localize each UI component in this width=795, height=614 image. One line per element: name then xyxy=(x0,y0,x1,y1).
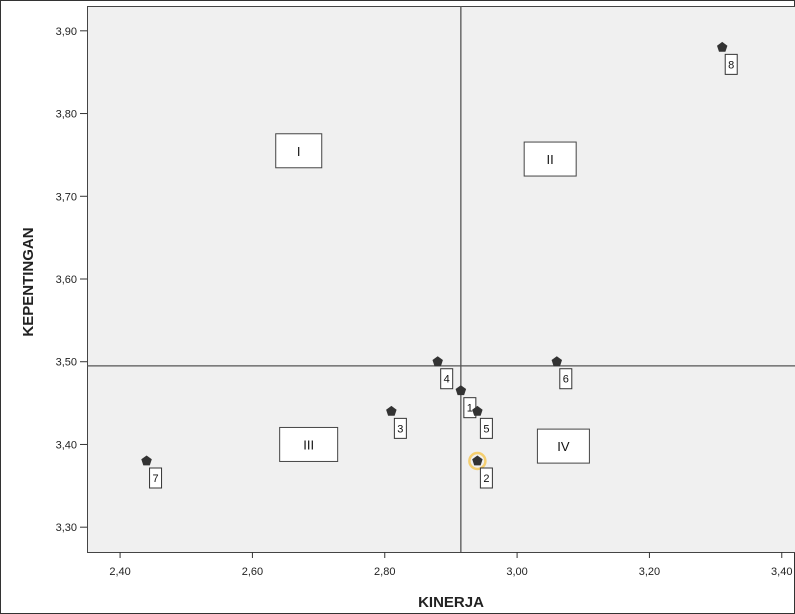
quadrant-label-text: IV xyxy=(557,439,570,454)
data-point: 7 xyxy=(141,455,163,489)
point-label: 7 xyxy=(152,473,158,485)
quadrant-label-box xyxy=(279,426,339,462)
quadrant-label: III xyxy=(279,426,339,462)
quadrant-label: I xyxy=(275,133,323,169)
x-tick-label: 3,20 xyxy=(639,566,660,578)
data-points: 1 2 3 4 5 6 7 8 xyxy=(141,41,738,489)
quadrant-label-text: II xyxy=(547,152,554,167)
point-marker xyxy=(551,356,562,367)
quadrant-label-text: I xyxy=(297,144,301,159)
point-label: 6 xyxy=(563,374,569,386)
x-tick-label: 3,40 xyxy=(771,566,792,578)
x-axis-title: KINERJA xyxy=(418,594,484,611)
point-label-box xyxy=(479,417,493,439)
quadrant-label-box xyxy=(536,428,590,464)
point-label: 8 xyxy=(728,59,734,71)
y-axis: 3,30 3,40 3,50 3,60 3,70 3,80 3,90 xyxy=(56,26,87,534)
x-tick-label: 2,60 xyxy=(242,566,263,578)
data-point: 5 xyxy=(472,405,493,439)
point-label: 5 xyxy=(483,423,489,435)
y-tick-label: 3,90 xyxy=(56,26,77,38)
x-tick-label: 2,80 xyxy=(374,566,395,578)
y-tick-label: 3,70 xyxy=(56,191,77,203)
point-label: 3 xyxy=(397,423,403,435)
plot-area xyxy=(87,6,795,553)
point-label-box xyxy=(149,467,163,489)
point-label-box xyxy=(724,53,738,75)
point-marker xyxy=(455,385,467,396)
point-label-box xyxy=(559,368,573,390)
y-tick-label: 3,80 xyxy=(56,109,77,121)
y-axis-title: KEPENTINGAN xyxy=(20,227,37,336)
quadrant-label-text: III xyxy=(303,437,314,452)
quadrant-label: IV xyxy=(536,428,590,464)
point-label-box xyxy=(393,417,407,439)
point-marker xyxy=(141,455,152,466)
point-marker xyxy=(717,41,728,52)
point-label-box xyxy=(440,368,454,390)
x-axis: 2,40 2,60 2,80 3,00 3,20 3,40 xyxy=(109,552,792,578)
x-tick-label: 3,00 xyxy=(506,566,527,578)
point-marker xyxy=(432,356,443,367)
y-tick-label: 3,40 xyxy=(56,439,77,451)
y-tick-label: 3,30 xyxy=(56,522,77,534)
point-label: 4 xyxy=(444,374,450,386)
data-point: 6 xyxy=(551,356,573,390)
quadrant-label: II xyxy=(523,141,577,177)
point-label: 1 xyxy=(467,403,473,415)
point-highlight xyxy=(468,451,487,471)
point-label: 2 xyxy=(483,473,489,485)
point-marker xyxy=(472,455,483,466)
quadrant-label-box xyxy=(275,133,323,169)
data-point: 4 xyxy=(432,356,454,390)
data-point: 2 xyxy=(468,451,493,489)
point-marker xyxy=(386,405,397,416)
y-tick-label: 3,50 xyxy=(56,357,77,369)
y-tick-label: 3,60 xyxy=(56,274,77,286)
quadrant-label-box xyxy=(523,141,577,177)
x-tick-label: 2,40 xyxy=(109,566,130,578)
point-label-box xyxy=(479,467,493,489)
point-marker xyxy=(472,405,483,416)
data-point: 8 xyxy=(717,41,738,75)
data-point: 3 xyxy=(386,405,407,439)
